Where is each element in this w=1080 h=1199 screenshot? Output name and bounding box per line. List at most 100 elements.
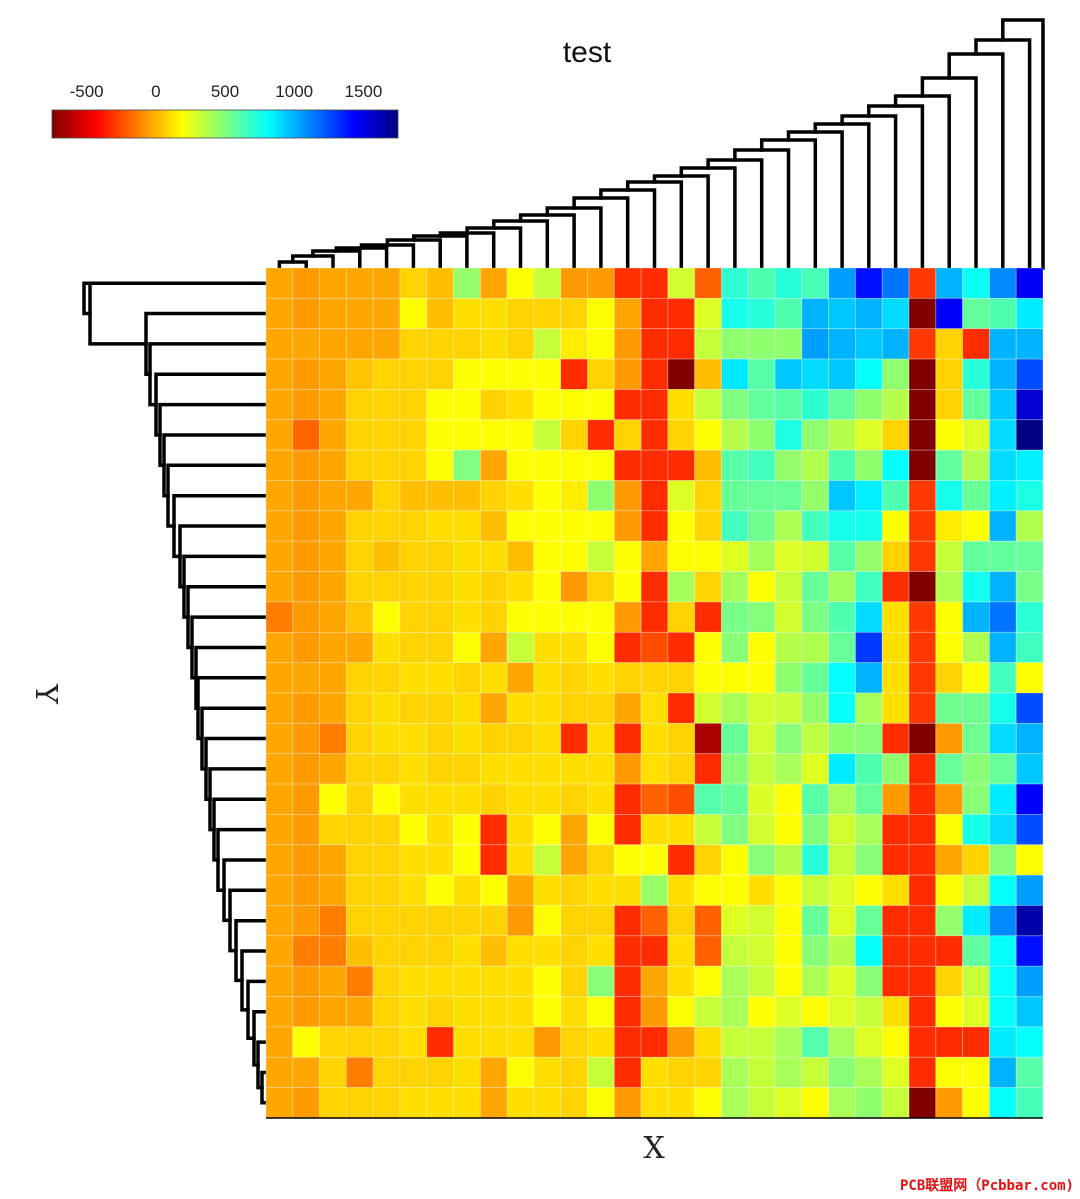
- heatmap-cell: [506, 996, 535, 1028]
- heatmap-cell: [560, 297, 588, 330]
- heatmap-cell: [533, 419, 562, 451]
- heatmap-cell: [640, 722, 669, 755]
- heatmap-cell: [935, 814, 964, 846]
- heatmap-cell: [453, 814, 481, 846]
- heatmap-cell: [989, 692, 1017, 724]
- heatmap-cell: [506, 631, 535, 664]
- heatmap-cell: [345, 571, 374, 603]
- heatmap-cell: [1015, 783, 1044, 815]
- heatmap-cell: [855, 1087, 883, 1119]
- heatmap-cell: [426, 905, 454, 937]
- heatmap-cell: [694, 571, 722, 603]
- heatmap-cell: [989, 965, 1017, 997]
- heatmap-cell: [881, 297, 910, 330]
- heatmap-cell: [828, 722, 856, 755]
- heatmap-cell: [426, 965, 454, 997]
- heatmap-cell: [935, 965, 964, 997]
- heatmap-cell: [587, 449, 615, 481]
- heatmap-cell: [319, 722, 347, 755]
- heatmap-cell: [399, 1056, 428, 1089]
- heatmap-cell: [1015, 692, 1044, 724]
- heatmap-cell: [453, 1056, 481, 1089]
- heatmap-cell: [292, 601, 320, 633]
- heatmap-cell: [453, 692, 481, 724]
- heatmap-cell: [640, 389, 669, 421]
- heatmap-cell: [667, 631, 696, 664]
- heatmap-cell: [533, 480, 562, 512]
- heatmap-cell: [292, 874, 320, 906]
- heatmap-cell: [1015, 874, 1044, 906]
- heatmap-cell: [721, 297, 749, 330]
- heatmap-cell: [801, 965, 830, 997]
- heatmap-cell: [774, 419, 803, 451]
- heatmap-cell: [667, 692, 696, 724]
- heatmap-cell: [345, 510, 374, 542]
- heatmap-cell: [774, 540, 803, 572]
- chart-title: test: [563, 36, 612, 69]
- heatmap-cell: [935, 631, 964, 664]
- heatmap-cell: [613, 297, 642, 330]
- heatmap-cell: [828, 510, 856, 542]
- heatmap-cell: [372, 297, 401, 330]
- heatmap-cell: [640, 601, 669, 633]
- heatmap-cell: [587, 389, 615, 421]
- heatmap-cell: [1015, 1087, 1044, 1119]
- heatmap-cell: [747, 996, 776, 1028]
- dendrogram-branch: [311, 249, 362, 270]
- heatmap-cell: [533, 844, 562, 876]
- heatmap-cell: [774, 844, 803, 876]
- heatmap-cell: [345, 631, 374, 664]
- heatmap-cell: [962, 753, 990, 785]
- heatmap-cell: [694, 449, 722, 481]
- heatmap-cell: [935, 419, 964, 451]
- heatmap-cell: [319, 510, 347, 542]
- heatmap-cell: [962, 844, 990, 876]
- heatmap-cell: [640, 874, 669, 906]
- heatmap-cell: [319, 1056, 347, 1089]
- heatmap-cell: [962, 389, 990, 421]
- heatmap-cell: [345, 389, 374, 421]
- heatmap-cell: [345, 905, 374, 937]
- heatmap-cell: [747, 783, 776, 815]
- heatmap-cell: [399, 844, 428, 876]
- heatmap-cell: [828, 935, 856, 967]
- heatmap-cell: [747, 480, 776, 512]
- heatmap-cell: [667, 328, 696, 360]
- heatmap-cell: [506, 480, 535, 512]
- heatmap-cell: [667, 571, 696, 603]
- heatmap-cell: [855, 753, 883, 785]
- heatmap-cell: [1015, 449, 1044, 481]
- heatmap-cell: [560, 662, 588, 694]
- dendrogram-branch: [246, 979, 268, 1041]
- heatmap-cell: [453, 419, 481, 451]
- heatmap-cell: [721, 814, 749, 846]
- heatmap-cell: [962, 662, 990, 694]
- heatmap-cell: [345, 783, 374, 815]
- heatmap-cell: [962, 297, 990, 330]
- heatmap-cell: [774, 297, 803, 330]
- heatmap-cell: [560, 389, 588, 421]
- heatmap-cell: [372, 419, 401, 451]
- heatmap-cell: [828, 540, 856, 572]
- heatmap-cell: [640, 783, 669, 815]
- heatmap-cell: [533, 297, 562, 330]
- heatmap-cell: [721, 905, 749, 937]
- heatmap-cell: [881, 996, 910, 1028]
- heatmap-cell: [855, 1056, 883, 1089]
- heatmap-cell: [506, 540, 535, 572]
- heatmap-cell: [881, 1026, 910, 1058]
- heatmap-cell: [962, 1087, 990, 1119]
- heatmap-cell: [426, 358, 454, 390]
- heatmap-cell: [372, 1056, 401, 1089]
- heatmap-cell: [747, 510, 776, 542]
- heatmap-cell: [721, 358, 749, 390]
- heatmap-cell: [801, 844, 830, 876]
- heatmap-cell: [908, 692, 937, 724]
- colorbar-gradient: [51, 109, 399, 139]
- heatmap-cell: [667, 1056, 696, 1089]
- heatmap-cell: [292, 996, 320, 1028]
- heatmap-cell: [1015, 753, 1044, 785]
- heatmap-cell: [962, 996, 990, 1028]
- heatmap-cell: [721, 480, 749, 512]
